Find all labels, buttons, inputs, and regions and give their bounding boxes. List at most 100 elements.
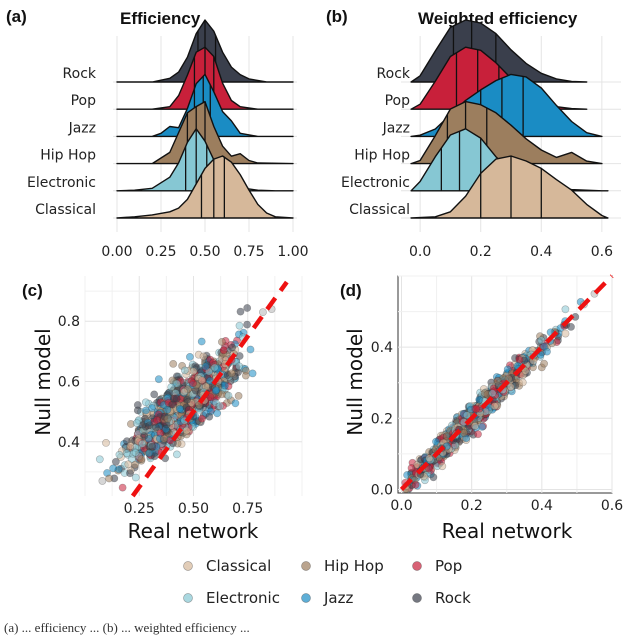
point-c-rock xyxy=(182,403,191,412)
ridge-b-classical xyxy=(410,155,609,219)
category-label-b-hip-hop: Hip Hop xyxy=(354,148,410,164)
legend-label-rock: Rock xyxy=(435,589,471,607)
category-label-a-pop: Pop xyxy=(71,93,97,109)
point-c-classical xyxy=(189,367,198,376)
category-label-a-rock: Rock xyxy=(63,66,97,82)
y-tick-label-c-1: 0.6 xyxy=(58,374,80,390)
point-d-classical xyxy=(518,378,527,387)
point-c-classical xyxy=(102,438,110,447)
panel-label-a: (a) xyxy=(6,7,27,26)
x-tick-label-b-3: 0.6 xyxy=(591,244,613,260)
point-c-rock xyxy=(126,469,134,478)
point-c-jazz xyxy=(220,381,229,390)
legend: Classical Hip Hop Pop Electronic Jazz Rock xyxy=(183,557,471,607)
point-c-jazz xyxy=(231,399,240,408)
point-d-pop xyxy=(407,464,416,472)
point-c-hip-hop xyxy=(241,366,250,375)
point-d-electronic xyxy=(561,305,570,314)
category-labels-a: Rock Pop Jazz Hip Hop Electronic Classical xyxy=(27,66,97,218)
point-c-jazz xyxy=(175,404,184,413)
x-tick-label-a-3: 0.75 xyxy=(233,244,264,260)
point-c-hip-hop xyxy=(234,391,243,400)
point-c-jazz xyxy=(212,386,221,394)
point-c-electronic xyxy=(235,321,244,330)
point-c-classical xyxy=(198,376,206,385)
tick-labels-c: 0.25 0.50 0.75 0.4 0.6 0.8 xyxy=(58,314,264,517)
point-c-hip-hop xyxy=(105,474,113,483)
tick-labels-d: 0.0 0.2 0.4 0.6 0.0 0.2 0.4 xyxy=(371,340,623,514)
legend-marker-pop xyxy=(412,561,422,571)
x-tick-label-d-0: 0.0 xyxy=(390,498,412,514)
point-c-hip-hop xyxy=(169,359,178,368)
point-c-electronic xyxy=(224,391,233,400)
point-c-classical xyxy=(180,387,188,396)
x-tick-labels-a: 0.00 0.25 0.50 0.75 1.00 xyxy=(101,244,308,260)
point-c-pop xyxy=(206,393,215,402)
grid-d xyxy=(397,275,613,494)
ridge-a-classical xyxy=(116,155,294,219)
point-d-hip-hop xyxy=(459,428,468,437)
category-label-a-electronic: Electronic xyxy=(27,175,96,191)
point-c-rock xyxy=(148,442,157,451)
point-c-pop xyxy=(153,416,161,424)
point-c-rock xyxy=(205,412,214,421)
point-c-jazz xyxy=(141,406,150,415)
x-tick-label-a-1: 0.25 xyxy=(145,244,176,260)
point-c-electronic xyxy=(138,439,147,448)
x-tick-label-d-3: 0.6 xyxy=(601,498,623,514)
identity-line-c xyxy=(130,280,289,498)
point-d-classical xyxy=(438,462,447,471)
point-c-electronic xyxy=(172,450,181,459)
x-tick-label-c-2: 0.75 xyxy=(232,501,263,517)
panel-label-d: (d) xyxy=(340,281,362,300)
x-tick-label-a-0: 0.00 xyxy=(101,244,132,260)
legend-label-hip-hop: Hip Hop xyxy=(324,557,384,575)
x-axis-title-c: Real network xyxy=(128,519,259,543)
panel-label-b: (b) xyxy=(326,7,348,26)
identity-line-d xyxy=(399,274,614,492)
category-label-b-classical: Classical xyxy=(349,202,410,218)
ridges-a xyxy=(116,19,294,219)
y-tick-label-c-0: 0.4 xyxy=(58,435,80,451)
x-tick-label-d-2: 0.4 xyxy=(531,498,553,514)
point-d-rock xyxy=(429,473,438,482)
category-label-a-hip-hop: Hip Hop xyxy=(40,148,96,164)
category-labels-b: Rock Pop Jazz Hip Hop Electronic Classical xyxy=(341,66,411,218)
reference-line-d xyxy=(399,274,614,492)
point-d-jazz xyxy=(432,437,440,446)
point-c-hip-hop xyxy=(137,455,146,463)
point-c-pop xyxy=(219,346,228,355)
point-d-electronic xyxy=(537,336,546,345)
point-d-classical xyxy=(521,366,530,375)
category-label-b-pop: Pop xyxy=(385,93,411,109)
point-c-rock xyxy=(236,307,245,316)
legend-marker-rock xyxy=(412,593,422,603)
point-c-rock xyxy=(145,421,154,430)
point-d-pop xyxy=(474,430,482,439)
point-c-electronic xyxy=(131,473,140,482)
y-axis-title-c: Null model xyxy=(31,328,55,435)
point-c-jazz xyxy=(163,405,172,414)
point-c-pop xyxy=(198,414,206,423)
x-tick-label-a-2: 0.50 xyxy=(189,244,220,260)
point-c-electronic xyxy=(215,402,224,410)
point-c-rock xyxy=(133,401,142,409)
category-label-b-electronic: Electronic xyxy=(341,175,410,191)
point-c-electronic xyxy=(172,379,181,388)
point-c-rock xyxy=(243,320,251,329)
point-c-classical xyxy=(126,441,135,450)
point-c-jazz xyxy=(201,362,210,371)
point-d-classical xyxy=(425,454,434,463)
x-tick-label-b-0: 0.0 xyxy=(409,244,431,260)
point-c-electronic xyxy=(210,363,219,372)
point-c-classical xyxy=(199,352,208,361)
point-c-jazz xyxy=(197,337,206,346)
point-c-electronic xyxy=(180,366,189,375)
point-c-jazz xyxy=(185,352,194,361)
y-tick-label-d-1: 0.2 xyxy=(371,411,393,427)
point-c-rock xyxy=(150,390,159,399)
y-axis-title-d: Null model xyxy=(343,328,367,435)
x-axis-title-d: Real network xyxy=(442,519,573,543)
legend-label-jazz: Jazz xyxy=(323,589,353,607)
